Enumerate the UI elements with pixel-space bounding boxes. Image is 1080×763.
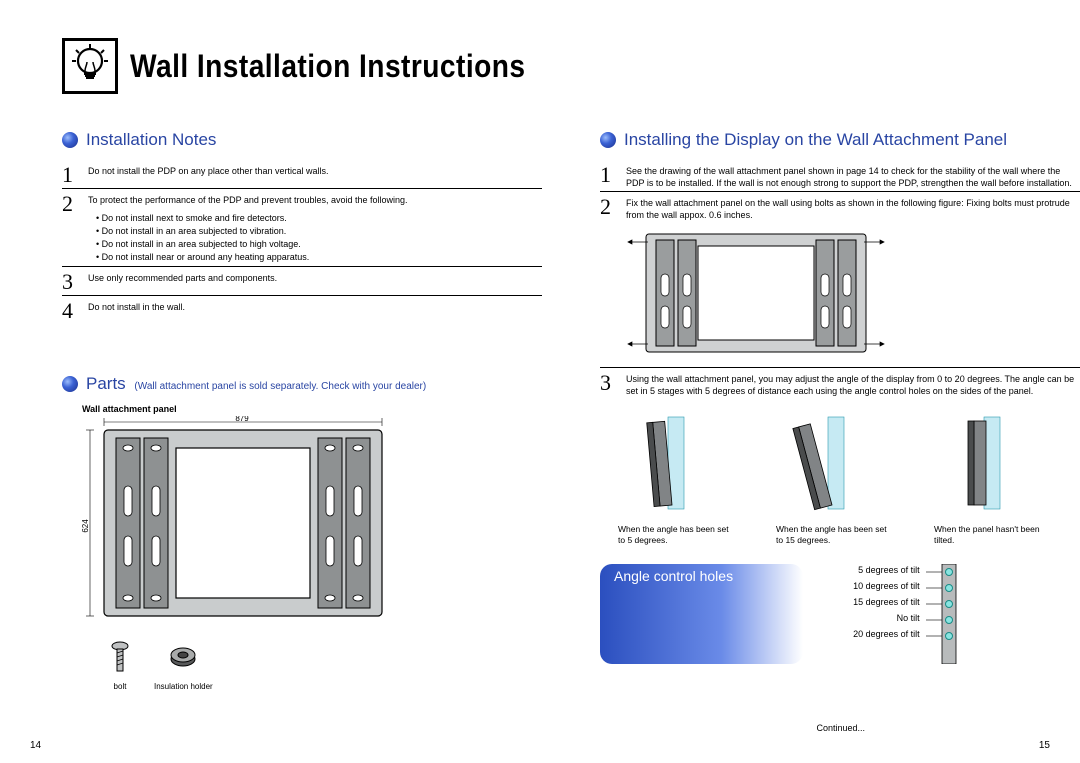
note-text: Do not install the PDP on any place othe… xyxy=(88,163,542,177)
bolt-row: bolt Insulation holder xyxy=(110,641,542,691)
step-number: 3 xyxy=(600,371,626,394)
angle-label: 5 degrees of tilt xyxy=(853,562,920,578)
angle-label: No tilt xyxy=(853,610,920,626)
tilt-col-5deg: When the angle has been set to 5 degrees… xyxy=(618,413,738,546)
lightbulb-icon xyxy=(62,38,118,94)
angle-label: 20 degrees of tilt xyxy=(853,626,920,642)
tilt-row: When the angle has been set to 5 degrees… xyxy=(618,413,1080,546)
section-header-notes: Installation Notes xyxy=(62,130,542,150)
tilt-col-notilt: When the panel hasn't been tilted. xyxy=(934,413,1054,546)
bullet-icon xyxy=(62,376,78,392)
step-row: 1 See the drawing of the wall attachment… xyxy=(600,160,1080,192)
note-number: 4 xyxy=(62,299,88,322)
note-number: 1 xyxy=(62,163,88,186)
sub-bullet-list: • Do not install next to smoke and fire … xyxy=(96,212,542,264)
page-title: Wall Installation Instructions xyxy=(130,48,525,85)
tilt-caption: When the angle has been set to 5 degrees… xyxy=(618,524,738,546)
angle-list: 5 degrees of tilt 10 degrees of tilt 15 … xyxy=(853,564,960,664)
left-column: Installation Notes 1 Do not install the … xyxy=(62,130,542,691)
bolt-icon: bolt xyxy=(110,641,130,691)
note-number: 2 xyxy=(62,192,88,215)
holder-icon: Insulation holder xyxy=(154,641,213,691)
note-row: 1 Do not install the PDP on any place ot… xyxy=(62,160,542,189)
note-row: 2 To protect the performance of the PDP … xyxy=(62,189,542,267)
holder-caption: Insulation holder xyxy=(154,682,213,691)
step-number: 1 xyxy=(600,163,626,186)
dim-width: 879 xyxy=(235,416,249,423)
continued-text: Continued... xyxy=(816,723,865,733)
step-text: Using the wall attachment panel, you may… xyxy=(626,371,1080,397)
step-row: 2 Fix the wall attachment panel on the w… xyxy=(600,192,1080,366)
tilt-caption: When the panel hasn't been tilted. xyxy=(934,524,1054,546)
step-number: 2 xyxy=(600,195,626,218)
angle-labels: 5 degrees of tilt 10 degrees of tilt 15 … xyxy=(853,562,920,642)
step-row: 3 Using the wall attachment panel, you m… xyxy=(600,368,1080,399)
angle-label: 10 degrees of tilt xyxy=(853,578,920,594)
note-text-main: To protect the performance of the PDP an… xyxy=(88,195,408,205)
sub-bullet: • Do not install near or around any heat… xyxy=(96,251,542,264)
sub-bullet: • Do not install in an area subjected to… xyxy=(96,225,542,238)
page-number-right: 15 xyxy=(1039,740,1050,751)
section-title: Installing the Display on the Wall Attac… xyxy=(624,130,1007,150)
right-column: Installing the Display on the Wall Attac… xyxy=(600,130,1080,664)
angle-pill: Angle control holes xyxy=(600,564,803,664)
step-text: Fix the wall attachment panel on the wal… xyxy=(626,195,1080,364)
section-title: Parts (Wall attachment panel is sold sep… xyxy=(86,374,426,394)
bullet-icon xyxy=(600,132,616,148)
mount-diagram xyxy=(626,228,1080,361)
tilt-caption: When the angle has been set to 15 degree… xyxy=(776,524,896,546)
note-text: Use only recommended parts and component… xyxy=(88,270,542,284)
sub-bullet: • Do not install in an area subjected to… xyxy=(96,238,542,251)
note-row: 4 Do not install in the wall. xyxy=(62,296,542,324)
note-text: Do not install in the wall. xyxy=(88,299,542,313)
page-number-left: 14 xyxy=(30,740,41,751)
section-header-install: Installing the Display on the Wall Attac… xyxy=(600,130,1080,150)
step-text: See the drawing of the wall attachment p… xyxy=(626,163,1080,189)
section-title: Installation Notes xyxy=(86,130,216,150)
sub-bullet: • Do not install next to smoke and fire … xyxy=(96,212,542,225)
tilt-col-15deg: When the angle has been set to 15 degree… xyxy=(776,413,896,546)
panel-label: Wall attachment panel xyxy=(82,404,542,414)
header: Wall Installation Instructions xyxy=(62,38,579,94)
angle-bar-diagram xyxy=(926,564,960,664)
wall-panel-diagram: 879 624 xyxy=(82,416,542,631)
dim-height: 624 xyxy=(82,519,90,533)
section-note: (Wall attachment panel is sold separatel… xyxy=(134,381,426,392)
parts-section: Parts (Wall attachment panel is sold sep… xyxy=(62,374,542,691)
angle-strip: Angle control holes 5 degrees of tilt 10… xyxy=(600,564,1080,664)
note-row: 3 Use only recommended parts and compone… xyxy=(62,267,542,296)
bullet-icon xyxy=(62,132,78,148)
section-header-parts: Parts (Wall attachment panel is sold sep… xyxy=(62,374,542,394)
bolt-caption: bolt xyxy=(110,682,130,691)
angle-label: 15 degrees of tilt xyxy=(853,594,920,610)
note-text: To protect the performance of the PDP an… xyxy=(88,192,542,264)
note-number: 3 xyxy=(62,270,88,293)
